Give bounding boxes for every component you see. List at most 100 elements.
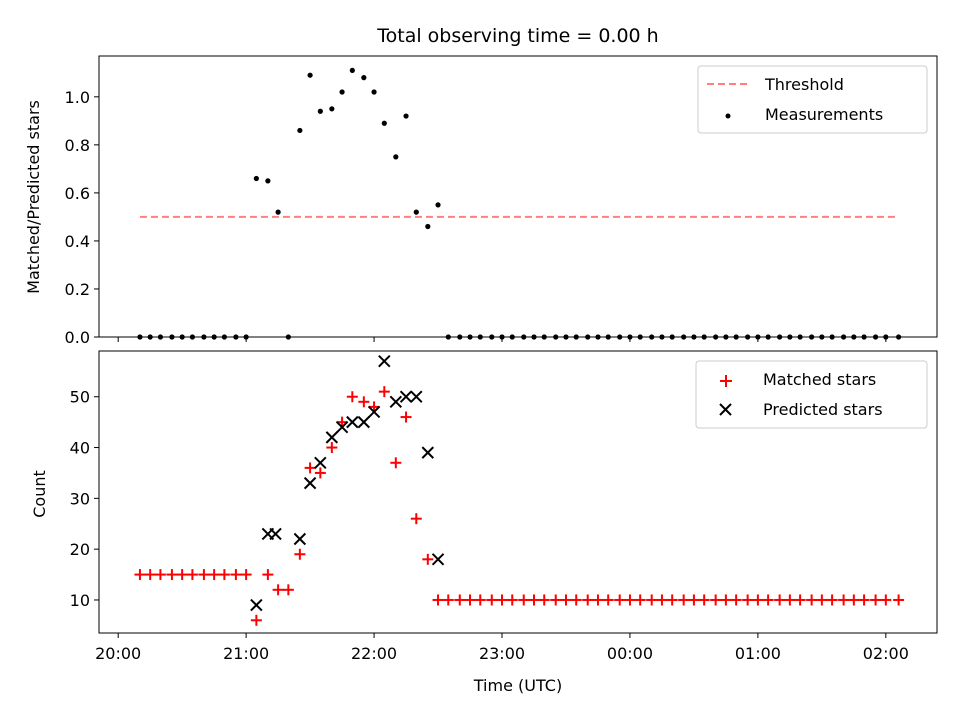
- matched-star-point: [624, 594, 636, 606]
- matched-star-point: [666, 594, 678, 606]
- matched-star-point: [560, 594, 572, 606]
- matched-star-point: [154, 569, 166, 581]
- measurement-point: [371, 89, 377, 95]
- matched-star-point: [570, 594, 582, 606]
- bottom-y-tick-label: 40: [70, 439, 90, 458]
- matched-star-point: [774, 594, 786, 606]
- matched-star-point: [326, 442, 338, 454]
- bottom-axes-frame: [98, 350, 938, 634]
- matched-star-point: [592, 594, 604, 606]
- top-y-tick-label: 0.8: [65, 136, 90, 155]
- matched-star-point: [688, 594, 700, 606]
- predicted-star-point: [335, 421, 349, 434]
- bottom-x-ticks: 20:00 21:00 22:00 23:00 00:00 01:00 02:00: [95, 633, 909, 663]
- top-y-tick-label: 0.6: [65, 184, 90, 203]
- matched-star-point: [518, 594, 530, 606]
- matched-star-point: [752, 594, 764, 606]
- legend-matched-label: Matched stars: [763, 370, 876, 389]
- legend-predicted-swatch: [719, 403, 732, 416]
- matched-star-point: [826, 594, 838, 606]
- matched-star-point: [432, 594, 444, 606]
- matched-star-point: [314, 467, 326, 479]
- matched-star-point: [250, 614, 262, 626]
- matched-star-point: [742, 594, 754, 606]
- matched-star-point: [838, 594, 850, 606]
- legend-measurements-swatch: [725, 113, 731, 119]
- matched-star-point: [858, 594, 870, 606]
- predicted-star-point: [346, 415, 359, 429]
- matched-star-point: [454, 594, 466, 606]
- matched-star-point: [134, 569, 146, 581]
- matched-star-point: [656, 594, 668, 606]
- matched-star-point: [784, 594, 796, 606]
- x-tick-label: 23:00: [479, 644, 525, 663]
- measurement-point: [381, 120, 387, 126]
- matched-star-point: [176, 569, 188, 581]
- top-y-tick-label: 1.0: [65, 88, 90, 107]
- matched-star-point: [538, 594, 550, 606]
- bottom-y-tick-label: 20: [70, 540, 90, 559]
- x-tick-label: 01:00: [735, 644, 781, 663]
- measurement-point: [317, 108, 323, 114]
- matched-star-point: [550, 594, 562, 606]
- top-y-axis-label: Matched/Predicted stars: [24, 100, 43, 294]
- measurement-point: [329, 106, 335, 112]
- x-tick-label: 00:00: [607, 644, 653, 663]
- matched-star-point: [880, 594, 892, 606]
- matched-star-point: [346, 391, 358, 403]
- bottom-y-axis-label: Count: [30, 470, 49, 518]
- matched-star-point: [870, 594, 882, 606]
- predicted-star-point: [293, 532, 307, 546]
- matched-star-point: [496, 594, 508, 606]
- matched-star-point: [378, 386, 390, 398]
- matched-star-point: [464, 594, 476, 606]
- matched-star-point: [646, 594, 658, 606]
- measurement-point: [361, 75, 367, 81]
- matched-star-point: [528, 594, 540, 606]
- matched-star-point: [368, 401, 380, 413]
- top-axes-frame: [98, 55, 938, 338]
- legend-measurements-label: Measurements: [765, 105, 883, 124]
- predicted-star-point: [421, 446, 435, 459]
- measurement-point: [413, 209, 419, 215]
- measurement-point: [425, 223, 431, 230]
- predicted-star-point: [378, 354, 391, 368]
- x-axis-label: Time (UTC): [473, 676, 562, 695]
- matched-star-point: [806, 594, 818, 606]
- matched-star-point: [304, 462, 316, 474]
- matched-star-point: [730, 594, 742, 606]
- bottom-plot-area: [134, 354, 905, 626]
- bottom-y-ticks: 10 20 30 40 50: [70, 388, 99, 610]
- matched-star-point: [582, 594, 594, 606]
- measurement-point: [297, 127, 303, 134]
- measurement-point: [265, 178, 271, 184]
- measurement-point: [339, 89, 345, 95]
- predicted-star-point: [314, 456, 327, 469]
- measurement-point: [403, 113, 409, 119]
- matched-star-point: [410, 513, 422, 525]
- predicted-star-point: [410, 390, 423, 403]
- bottom-y-tick-label: 30: [70, 489, 90, 508]
- predicted-star-point: [431, 553, 445, 566]
- matched-star-point: [262, 569, 274, 581]
- top-y-tick-label: 0.4: [65, 232, 90, 251]
- matched-star-point: [614, 594, 626, 606]
- matched-star-point: [698, 594, 710, 606]
- predicted-star-point: [325, 431, 339, 444]
- predicted-star-point: [357, 415, 371, 429]
- measurement-point: [275, 209, 281, 215]
- predicted-star-point: [250, 598, 263, 612]
- predicted-star-point: [303, 476, 317, 490]
- x-tick-label: 22:00: [351, 644, 397, 663]
- matched-star-point: [336, 416, 348, 428]
- legend-threshold-label: Threshold: [764, 75, 844, 94]
- measurement-point: [307, 72, 313, 78]
- bottom-y-tick-label: 50: [70, 388, 90, 407]
- matched-star-point: [186, 569, 198, 581]
- matched-star-point: [762, 594, 774, 606]
- matched-star-point: [634, 594, 646, 606]
- legend-predicted-label: Predicted stars: [763, 400, 883, 419]
- matched-star-point: [198, 569, 210, 581]
- chart-title: Total observing time = 0.00 h: [376, 25, 658, 47]
